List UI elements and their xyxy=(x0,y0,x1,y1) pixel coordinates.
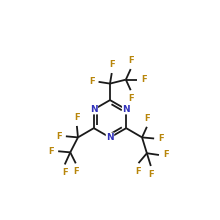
Text: F: F xyxy=(128,94,134,103)
Text: N: N xyxy=(90,105,98,114)
Text: F: F xyxy=(148,170,154,179)
Text: F: F xyxy=(74,113,80,122)
Text: F: F xyxy=(136,167,141,176)
Text: F: F xyxy=(158,134,164,143)
Text: F: F xyxy=(56,132,62,141)
Text: F: F xyxy=(144,114,150,123)
Text: F: F xyxy=(73,167,79,176)
Text: F: F xyxy=(141,75,147,84)
Text: N: N xyxy=(106,133,114,142)
Text: F: F xyxy=(163,150,169,160)
Text: F: F xyxy=(109,60,115,69)
Text: F: F xyxy=(62,169,68,177)
Text: F: F xyxy=(89,77,95,86)
Text: N: N xyxy=(122,105,130,114)
Text: F: F xyxy=(49,147,54,156)
Text: F: F xyxy=(128,56,134,65)
